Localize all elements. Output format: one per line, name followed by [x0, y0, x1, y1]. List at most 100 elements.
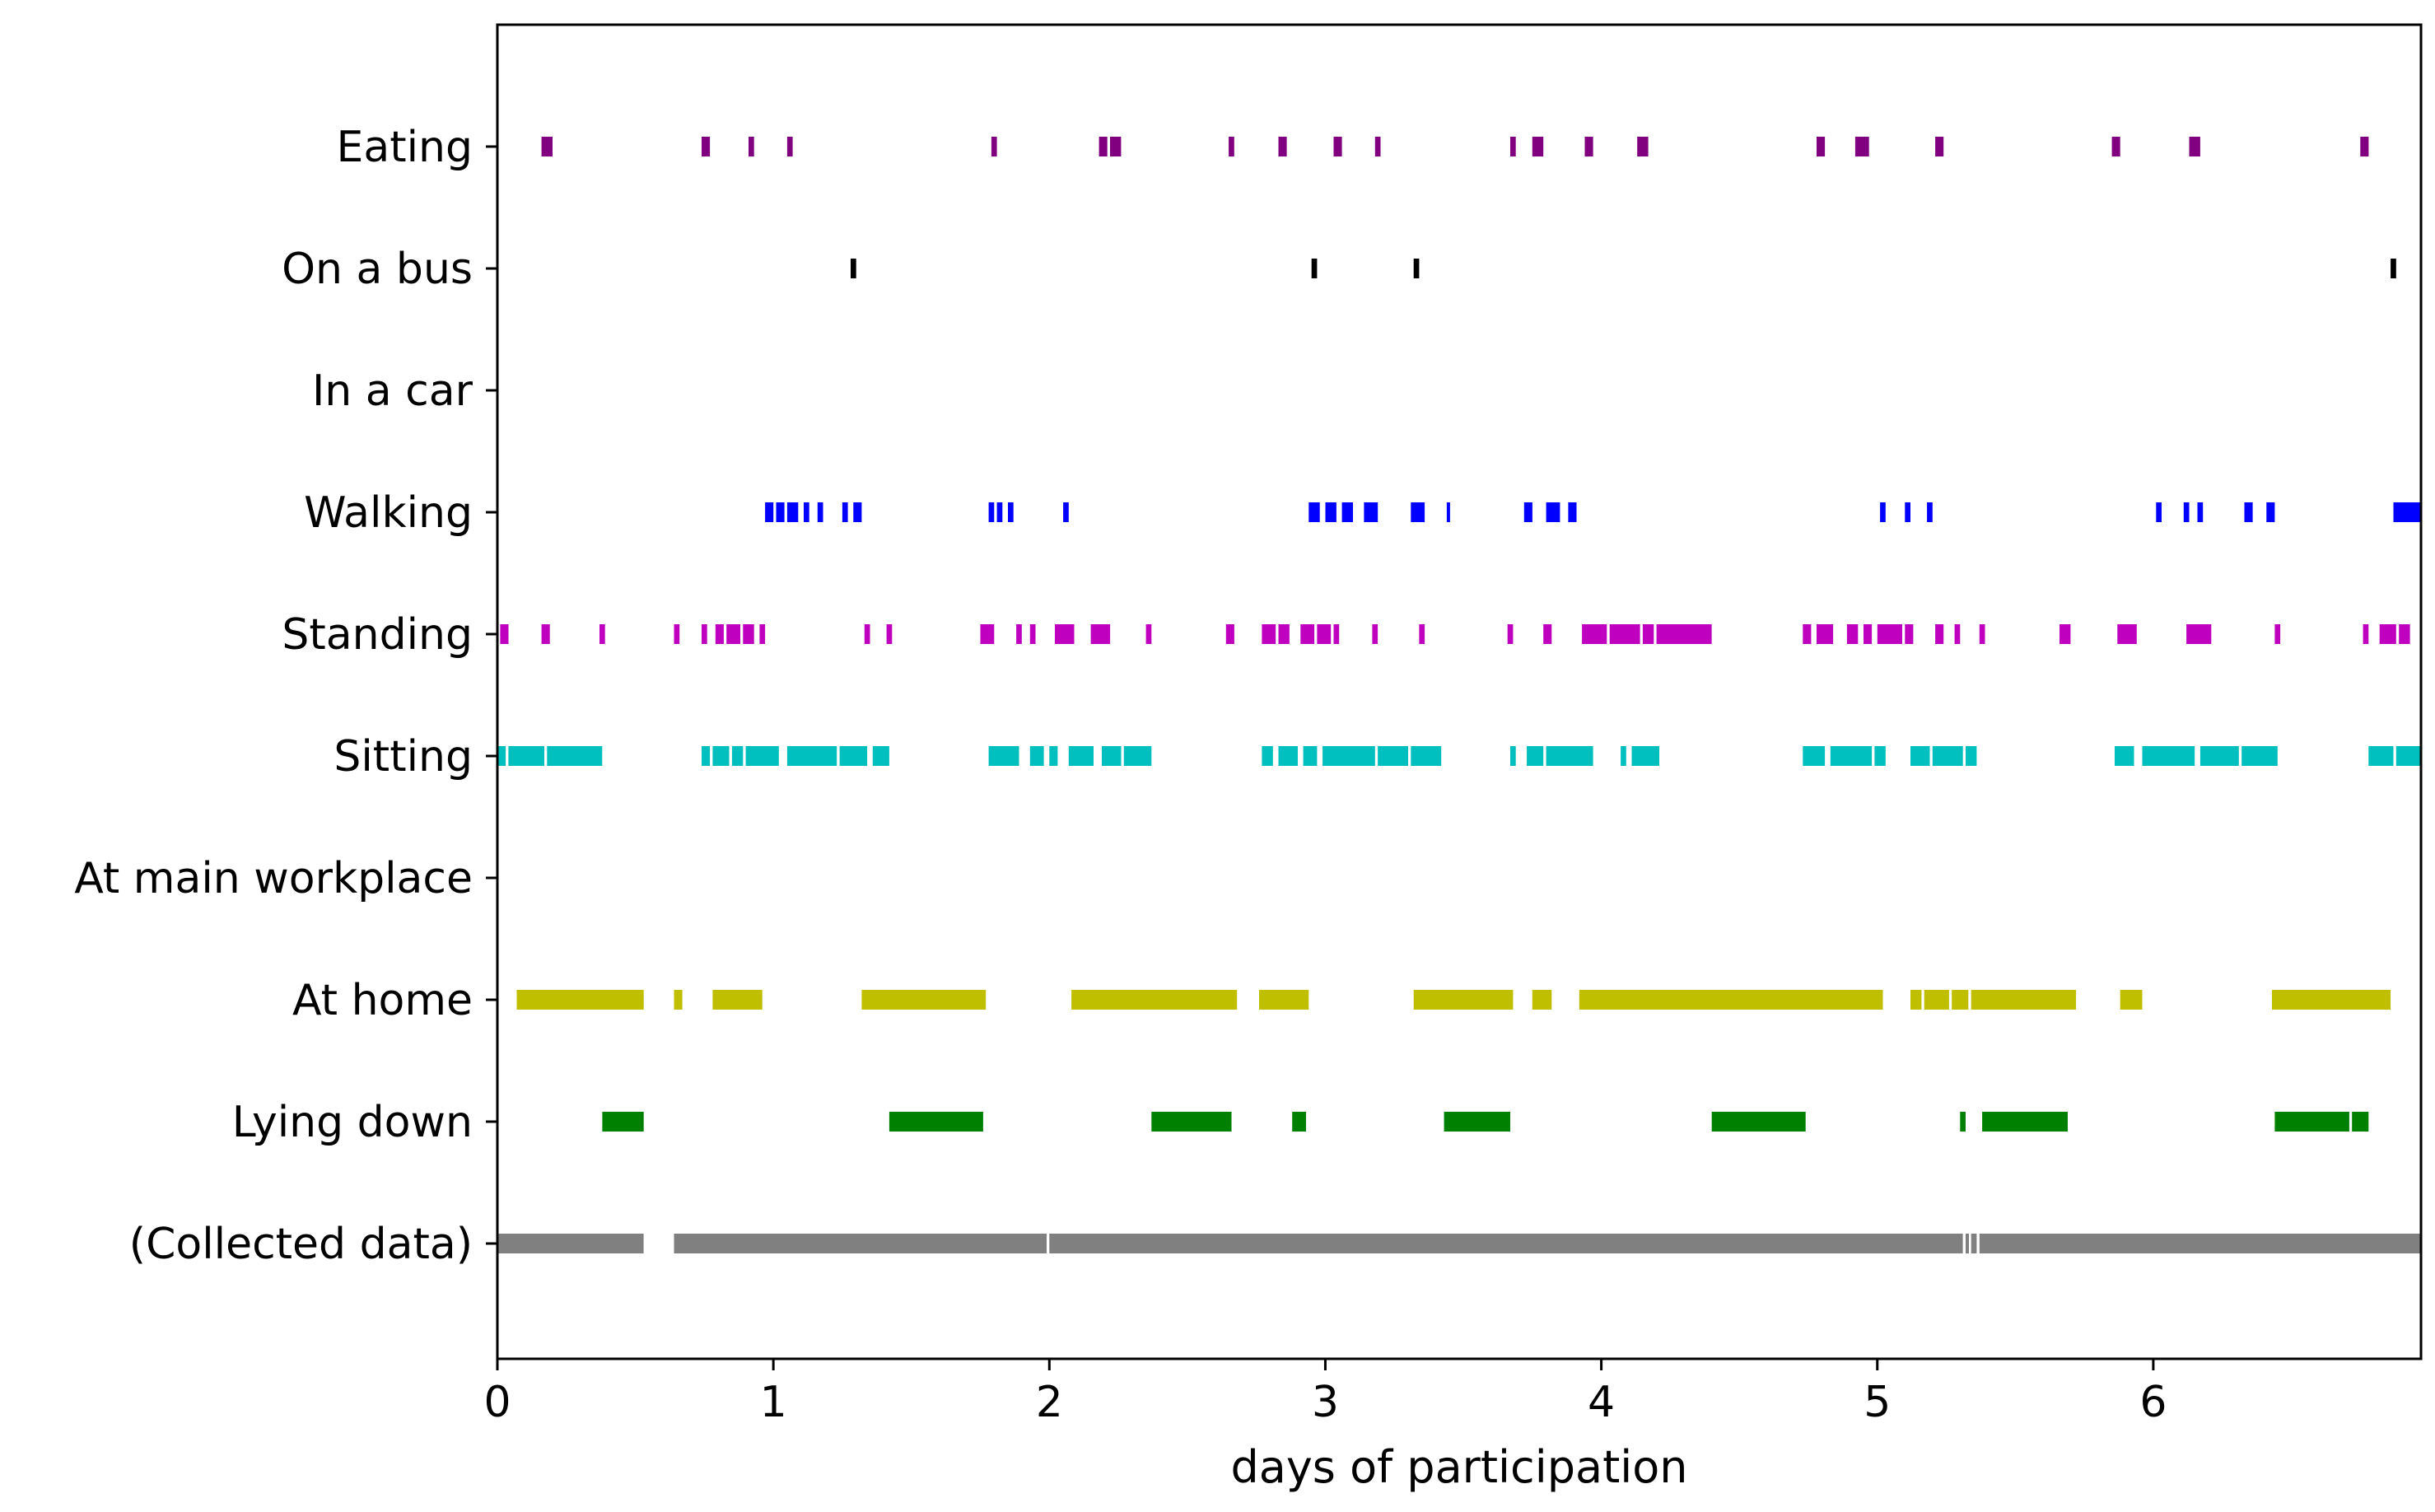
- bar-at-home-8: [1579, 990, 1883, 1010]
- bar-eating-18: [2111, 137, 2120, 156]
- bar-sitting-35: [2199, 746, 2239, 766]
- bar-standing-33: [1846, 624, 1859, 644]
- bar-standing-39: [1979, 624, 1985, 644]
- bar-on-a-bus-3: [2391, 259, 2396, 278]
- series-on-a-bus: [851, 259, 2396, 278]
- y-tick-label-at-home: At home: [292, 976, 473, 1025]
- bar-walking-22: [1927, 502, 1933, 522]
- bar-sitting-15: [1123, 746, 1152, 766]
- x-tick-label-4: 4: [1588, 1378, 1615, 1427]
- bar-sitting-38: [2395, 746, 2421, 766]
- bar-sitting-14: [1102, 746, 1122, 766]
- bar-at-home-10: [1924, 990, 1949, 1010]
- bar-collected-data-0: [497, 1234, 644, 1253]
- bar-lying-down-6: [1960, 1112, 1966, 1132]
- bar-standing-19: [1278, 624, 1290, 644]
- bar-lying-down-0: [602, 1112, 644, 1132]
- bar-sitting-11: [1029, 746, 1044, 766]
- bar-sitting-23: [1527, 746, 1544, 766]
- series-sitting: [497, 746, 2421, 766]
- bar-walking-9: [1008, 502, 1014, 522]
- bar-standing-41: [2117, 624, 2137, 644]
- bar-standing-13: [1029, 624, 1036, 644]
- bar-at-home-2: [712, 990, 763, 1010]
- y-tick-label-on-a-bus: On a bus: [282, 245, 473, 294]
- bar-sitting-0: [497, 746, 506, 766]
- bar-standing-22: [1333, 624, 1340, 644]
- bar-at-home-4: [1071, 990, 1238, 1010]
- bar-collected-data-5: [1979, 1234, 2421, 1253]
- bar-standing-44: [2363, 624, 2369, 644]
- bar-standing-14: [1055, 624, 1075, 644]
- bar-at-home-6: [1413, 990, 1514, 1010]
- bar-standing-12: [1016, 624, 1022, 644]
- bar-at-home-7: [1532, 990, 1552, 1010]
- bar-sitting-20: [1378, 746, 1408, 766]
- bar-sitting-31: [1932, 746, 1963, 766]
- bar-eating-0: [541, 137, 553, 156]
- bar-sitting-1: [508, 746, 544, 766]
- bar-walking-26: [2244, 502, 2253, 522]
- bar-sitting-24: [1546, 746, 1593, 766]
- series-collected-data: [497, 1234, 2421, 1253]
- bar-lying-down-2: [1151, 1112, 1232, 1132]
- bar-standing-46: [2399, 624, 2410, 644]
- bar-eating-9: [1333, 137, 1342, 156]
- bar-walking-24: [2183, 502, 2190, 522]
- x-tick-label-5: 5: [1864, 1378, 1891, 1427]
- bar-sitting-26: [1631, 746, 1659, 766]
- bar-eating-10: [1374, 137, 1381, 156]
- bar-eating-12: [1532, 137, 1544, 156]
- bar-standing-37: [1935, 624, 1944, 644]
- bar-at-home-11: [1952, 990, 1969, 1010]
- bar-walking-27: [2266, 502, 2275, 522]
- bar-standing-11: [980, 624, 995, 644]
- data-marks: [497, 137, 2421, 1253]
- bar-standing-40: [2059, 624, 2071, 644]
- bar-eating-8: [1278, 137, 1287, 156]
- bar-walking-11: [1308, 502, 1320, 522]
- bar-collected-data-4: [1971, 1234, 1977, 1253]
- bar-eating-2: [749, 137, 754, 156]
- bar-walking-23: [2156, 502, 2162, 522]
- bar-standing-28: [1609, 624, 1640, 644]
- bar-walking-13: [1341, 502, 1353, 522]
- bar-walking-16: [1446, 502, 1450, 522]
- bar-sitting-2: [547, 746, 603, 766]
- bar-standing-26: [1543, 624, 1552, 644]
- bar-sitting-25: [1621, 746, 1626, 766]
- bar-eating-19: [2189, 137, 2200, 156]
- bar-eating-16: [1854, 137, 1869, 156]
- bar-at-home-1: [674, 990, 683, 1010]
- bar-sitting-29: [1874, 746, 1886, 766]
- bar-eating-4: [991, 137, 997, 156]
- bar-eating-13: [1584, 137, 1593, 156]
- bar-at-home-12: [1971, 990, 2077, 1010]
- bar-sitting-10: [988, 746, 1019, 766]
- bar-standing-36: [1905, 624, 1914, 644]
- bar-collected-data-2: [1049, 1234, 1963, 1253]
- bar-standing-17: [1225, 624, 1234, 644]
- bar-walking-5: [842, 502, 848, 522]
- series-eating: [541, 137, 2369, 156]
- bar-walking-8: [996, 502, 1003, 522]
- bar-standing-8: [759, 624, 766, 644]
- bar-at-home-3: [861, 990, 987, 1010]
- x-tick-label-0: 0: [483, 1378, 511, 1427]
- x-tick-label-6: 6: [2139, 1378, 2167, 1427]
- bar-at-home-13: [2120, 990, 2143, 1010]
- bar-lying-down-1: [889, 1112, 983, 1132]
- bar-sitting-30: [1910, 746, 1930, 766]
- bar-eating-3: [786, 137, 793, 156]
- bar-standing-21: [1317, 624, 1332, 644]
- bar-standing-31: [1803, 624, 1812, 644]
- series-walking: [765, 502, 2421, 522]
- bar-standing-4: [702, 624, 707, 644]
- bar-walking-21: [1905, 502, 1910, 522]
- bar-standing-27: [1582, 624, 1607, 644]
- bar-eating-11: [1510, 137, 1516, 156]
- plot-frame: [496, 23, 2423, 1360]
- bar-standing-9: [864, 624, 870, 644]
- bar-on-a-bus-2: [1413, 259, 1420, 278]
